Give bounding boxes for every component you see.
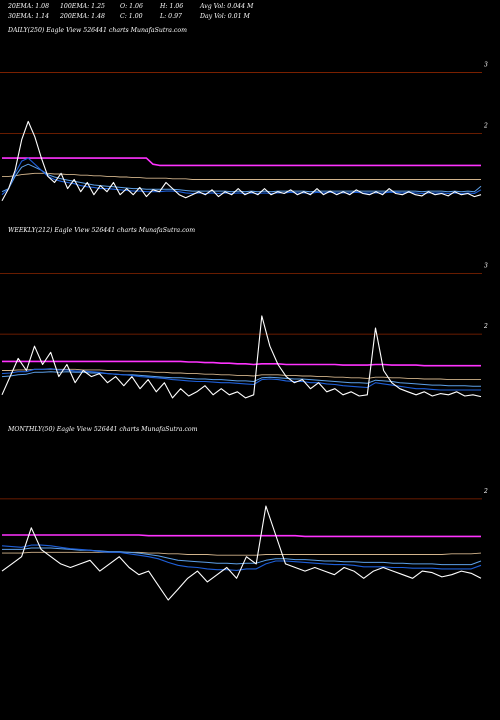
monthly-ema30-line: [2, 547, 482, 566]
monthly-price-line: [1, 505, 482, 601]
weekly-panel: 32: [0, 262, 488, 399]
avg-vol-readout: Avg Vol: 0.044 M: [200, 3, 254, 10]
weekly-ema20-line: [1, 368, 481, 391]
weekly-panel-title: WEEKLY(212) Eagle View 526441 charts Mun…: [8, 227, 196, 234]
monthly-ema200-line: [2, 534, 481, 538]
weekly-ema200-line: [2, 360, 481, 367]
daily-y-tick-label: 2: [483, 123, 488, 130]
day-vol-readout: Day Vol: 0.01 M: [200, 13, 250, 20]
monthly-panel: 2: [0, 488, 488, 601]
low-readout: L: 0.97: [160, 13, 182, 20]
weekly-ema100-line: [2, 368, 481, 381]
daily-ema30-line: [1, 163, 482, 193]
close-readout: C: 1.00: [120, 13, 143, 20]
monthly-panel-title: MONTHLY(50) Eagle View 526441 charts Mun…: [8, 426, 198, 433]
daily-price-line: [1, 120, 482, 202]
monthly-y-tick-label: 2: [483, 488, 488, 495]
ema20-readout: 20EMA: 1.08: [8, 3, 50, 10]
weekly-y-tick-label: 2: [483, 323, 488, 330]
monthly-ema20-line: [1, 544, 482, 571]
daily-ema200-line: [2, 157, 481, 167]
high-readout: H: 1.06: [160, 3, 184, 10]
weekly-price-line: [1, 315, 482, 399]
daily-ema100-line: [2, 172, 481, 180]
daily-panel: 32: [0, 62, 488, 202]
monthly-ema100-line: [2, 551, 482, 556]
weekly-y-tick-label: 3: [484, 262, 488, 269]
ema100-readout: 100EMA: 1.25: [60, 3, 105, 10]
daily-y-tick-label: 3: [484, 62, 488, 69]
daily-ema20-line: [1, 157, 482, 196]
daily-panel-title: DAILY(250) Eagle View 526441 charts Muna…: [8, 27, 187, 34]
open-readout: O: 1.06: [120, 3, 143, 10]
ema200-readout: 200EMA: 1.48: [60, 13, 105, 20]
ema30-readout: 30EMA: 1.14: [8, 13, 50, 20]
